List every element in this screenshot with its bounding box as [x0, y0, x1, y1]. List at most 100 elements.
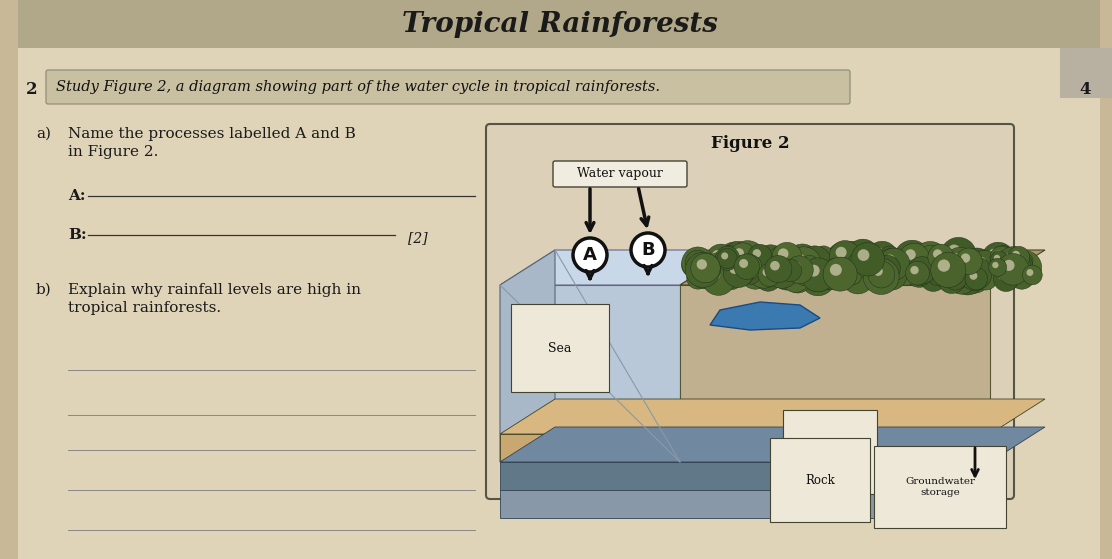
Polygon shape — [709, 302, 820, 330]
Circle shape — [706, 244, 736, 274]
FancyBboxPatch shape — [553, 161, 687, 187]
Circle shape — [913, 258, 939, 283]
Circle shape — [753, 253, 759, 259]
Circle shape — [782, 252, 808, 279]
Circle shape — [718, 255, 727, 263]
Circle shape — [846, 268, 854, 276]
Circle shape — [946, 262, 972, 288]
Circle shape — [866, 255, 896, 285]
Circle shape — [807, 265, 820, 277]
Circle shape — [952, 248, 971, 267]
Circle shape — [905, 261, 930, 285]
Circle shape — [785, 269, 793, 277]
Circle shape — [878, 249, 903, 273]
Polygon shape — [500, 250, 735, 285]
Circle shape — [692, 256, 702, 266]
Circle shape — [997, 248, 1023, 274]
Circle shape — [781, 264, 802, 286]
Circle shape — [1019, 264, 1024, 271]
Circle shape — [741, 259, 751, 268]
Circle shape — [776, 257, 785, 266]
Circle shape — [786, 244, 818, 276]
Circle shape — [722, 253, 728, 259]
Circle shape — [996, 253, 1022, 278]
Circle shape — [1002, 253, 1011, 262]
Circle shape — [970, 272, 977, 280]
Circle shape — [771, 257, 804, 290]
Circle shape — [826, 243, 860, 276]
Circle shape — [748, 244, 772, 268]
Circle shape — [1012, 251, 1020, 258]
Circle shape — [712, 250, 723, 260]
Circle shape — [698, 266, 706, 273]
Circle shape — [845, 268, 862, 285]
Circle shape — [835, 257, 842, 263]
Circle shape — [842, 262, 874, 294]
Circle shape — [787, 257, 796, 267]
Circle shape — [830, 240, 861, 272]
Circle shape — [942, 267, 947, 273]
Circle shape — [911, 266, 919, 274]
Circle shape — [901, 255, 910, 264]
Circle shape — [909, 248, 929, 267]
Circle shape — [847, 263, 865, 281]
Circle shape — [913, 257, 923, 267]
Circle shape — [965, 267, 987, 290]
Circle shape — [848, 271, 854, 277]
Circle shape — [873, 249, 897, 273]
Circle shape — [843, 253, 851, 260]
Circle shape — [851, 243, 884, 276]
Circle shape — [718, 264, 744, 290]
Circle shape — [780, 259, 802, 282]
Circle shape — [1009, 251, 1042, 285]
Circle shape — [786, 264, 795, 273]
Circle shape — [699, 264, 725, 290]
Circle shape — [722, 250, 731, 259]
Circle shape — [692, 271, 699, 279]
Circle shape — [906, 250, 935, 280]
FancyBboxPatch shape — [486, 124, 1014, 499]
Circle shape — [1003, 260, 1014, 271]
Circle shape — [782, 264, 810, 292]
Circle shape — [801, 255, 818, 273]
Circle shape — [933, 249, 942, 258]
Text: A: A — [583, 246, 597, 264]
Circle shape — [880, 268, 887, 276]
Circle shape — [686, 250, 715, 278]
Circle shape — [771, 261, 780, 271]
Circle shape — [965, 263, 976, 275]
Circle shape — [960, 251, 983, 274]
Circle shape — [1014, 258, 1022, 266]
Circle shape — [943, 267, 966, 290]
Circle shape — [793, 254, 805, 267]
Circle shape — [927, 255, 939, 267]
Circle shape — [1015, 258, 1026, 269]
Circle shape — [863, 262, 871, 269]
Circle shape — [846, 252, 875, 281]
Circle shape — [959, 257, 992, 290]
Circle shape — [734, 248, 744, 258]
Circle shape — [843, 263, 854, 274]
Text: B: B — [642, 241, 655, 259]
Circle shape — [871, 266, 883, 278]
Circle shape — [702, 262, 735, 295]
Circle shape — [703, 253, 735, 284]
Circle shape — [953, 270, 963, 281]
Circle shape — [848, 252, 855, 259]
Circle shape — [834, 263, 861, 289]
Circle shape — [729, 263, 739, 274]
Circle shape — [866, 241, 897, 272]
Text: Name the processes labelled A and B: Name the processes labelled A and B — [68, 127, 356, 141]
Circle shape — [722, 261, 746, 286]
Circle shape — [729, 249, 739, 259]
Circle shape — [868, 261, 895, 288]
Bar — [18, 0, 1100, 48]
Circle shape — [715, 260, 725, 269]
Circle shape — [914, 269, 922, 277]
Circle shape — [844, 248, 864, 268]
Circle shape — [705, 255, 711, 262]
Circle shape — [848, 257, 870, 277]
Circle shape — [715, 246, 739, 271]
Text: Sea: Sea — [548, 342, 572, 354]
Circle shape — [915, 257, 927, 269]
